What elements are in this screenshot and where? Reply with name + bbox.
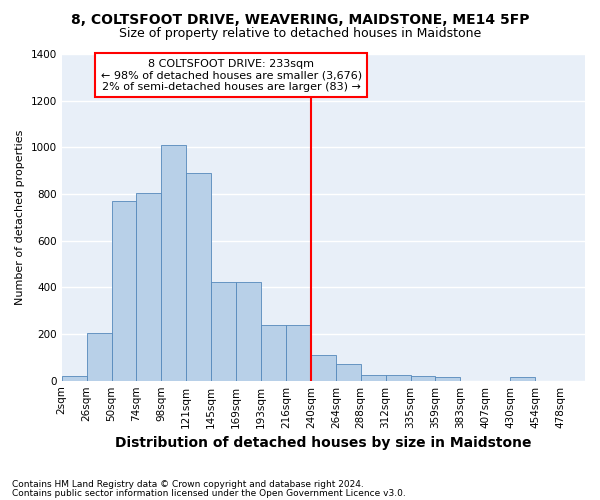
Bar bbox=[261, 324, 286, 380]
Bar bbox=[311, 355, 336, 380]
Bar bbox=[361, 375, 386, 380]
Bar bbox=[86, 333, 112, 380]
Bar bbox=[386, 375, 410, 380]
Bar bbox=[136, 193, 161, 380]
X-axis label: Distribution of detached houses by size in Maidstone: Distribution of detached houses by size … bbox=[115, 436, 532, 450]
Text: Contains HM Land Registry data © Crown copyright and database right 2024.: Contains HM Land Registry data © Crown c… bbox=[12, 480, 364, 489]
Bar bbox=[112, 201, 136, 380]
Bar bbox=[211, 282, 236, 380]
Bar bbox=[186, 173, 211, 380]
Bar bbox=[161, 145, 186, 380]
Bar bbox=[510, 377, 535, 380]
Bar bbox=[286, 324, 311, 380]
Bar bbox=[410, 376, 436, 380]
Text: 8 COLTSFOOT DRIVE: 233sqm
← 98% of detached houses are smaller (3,676)
2% of sem: 8 COLTSFOOT DRIVE: 233sqm ← 98% of detac… bbox=[101, 58, 362, 92]
Bar bbox=[336, 364, 361, 380]
Text: Contains public sector information licensed under the Open Government Licence v3: Contains public sector information licen… bbox=[12, 488, 406, 498]
Y-axis label: Number of detached properties: Number of detached properties bbox=[15, 130, 25, 305]
Bar bbox=[236, 282, 261, 380]
Bar bbox=[436, 377, 460, 380]
Bar bbox=[62, 376, 86, 380]
Text: 8, COLTSFOOT DRIVE, WEAVERING, MAIDSTONE, ME14 5FP: 8, COLTSFOOT DRIVE, WEAVERING, MAIDSTONE… bbox=[71, 12, 529, 26]
Text: Size of property relative to detached houses in Maidstone: Size of property relative to detached ho… bbox=[119, 28, 481, 40]
